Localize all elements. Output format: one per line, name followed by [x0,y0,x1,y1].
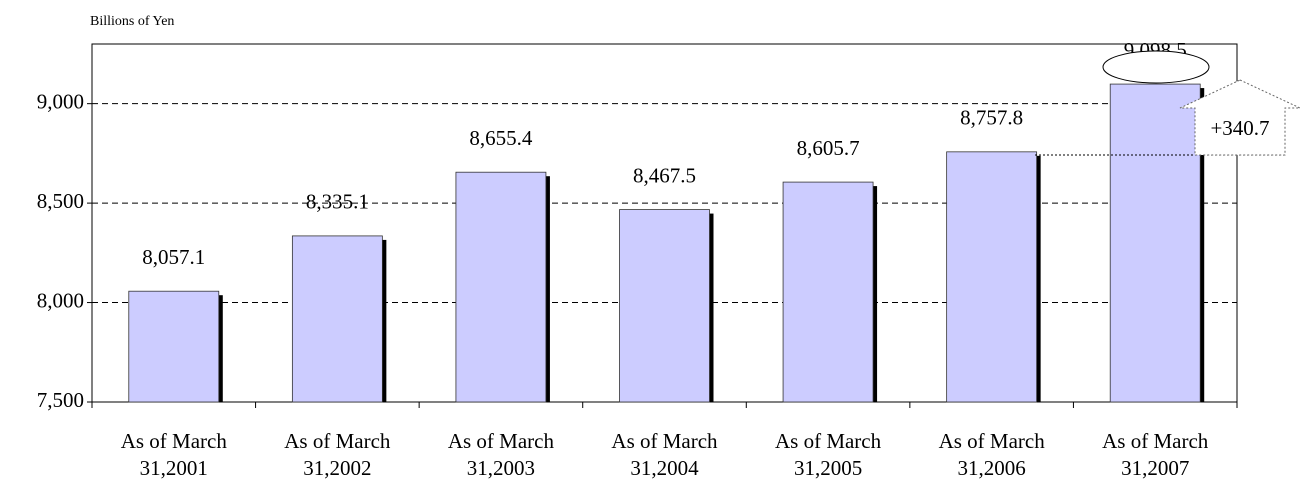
y-tick-label: 8,000 [37,288,84,312]
axis-title: Billions of Yen [90,14,174,29]
bar [946,151,1038,403]
value-label: 8,467.5 [633,163,696,187]
bar [619,209,710,403]
annotation: +340.7 [1210,116,1269,140]
value-label: 8,757.8 [960,106,1023,130]
x-tick-label: As of March 31,2006 [938,429,1045,480]
bar [291,235,383,403]
x-tick-label: As of March 31,2004 [611,429,718,480]
bar [128,290,220,403]
y-tick-label: 9,000 [37,89,84,113]
bar [782,181,874,403]
increase-arrow [1179,79,1301,156]
value-label: 8,655.4 [469,126,533,150]
bar [1109,83,1201,403]
y-tick-label: 7,500 [37,388,84,412]
x-tick-label: As of March 31,2005 [774,429,882,480]
x-tick-label: As of March 31,2002 [284,429,391,480]
bar [455,171,547,403]
value-label: 8,057.1 [142,245,205,269]
x-tick-label: As of March 31,2001 [120,429,227,480]
x-tick-label: As of March 31,2003 [447,429,554,480]
highlight-ellipse [1102,50,1210,84]
y-tick-label: 8,500 [37,189,84,213]
x-tick-label: As of March 31,2007 [1102,429,1209,480]
value-label: 8,605.7 [797,136,860,160]
value-label: 8,335.1 [306,190,369,214]
plot: 7,500 8,000 8,500 9,000 8,057.1 8,335.1 8,655.… [37,38,1238,412]
